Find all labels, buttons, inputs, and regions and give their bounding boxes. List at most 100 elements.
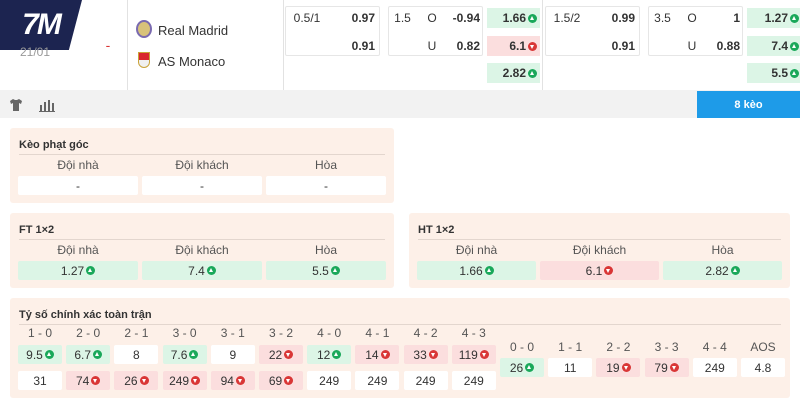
panel-divider (19, 154, 385, 155)
stats-icon[interactable] (39, 98, 55, 112)
score-odds[interactable]: 19 (596, 358, 641, 377)
divider (283, 0, 284, 90)
odds-box[interactable]: 1.27 (18, 261, 138, 280)
score-odds[interactable]: 9.5 (18, 345, 62, 364)
score-odds[interactable]: 6.7 (66, 345, 111, 364)
ou-over-label: O (687, 11, 697, 25)
odds-value: 249 (463, 373, 484, 388)
odds-value: 5.5 (312, 263, 329, 278)
score-odds[interactable]: 249 (307, 371, 352, 390)
score-odds[interactable]: 14 (355, 345, 400, 364)
odds-value: 79 (654, 360, 668, 375)
one-x-two-odds[interactable]: 6.1 (487, 36, 540, 56)
odds-box[interactable]: 5.5 (266, 261, 386, 280)
one-x-two-odds[interactable]: 2.82 (487, 63, 540, 83)
ou-over-label: O (427, 11, 437, 25)
score-odds[interactable]: 9 (210, 345, 255, 364)
score-label: 4 - 1 (365, 326, 390, 340)
away-team-logo (138, 52, 150, 68)
score-label: 3 - 2 (268, 326, 293, 340)
odds-value: 1.27 (60, 263, 85, 278)
odds-box[interactable]: - (266, 176, 386, 195)
ou-line: 1.5 (394, 11, 411, 25)
score-label: AOS (750, 340, 776, 354)
score-odds[interactable]: 69 (259, 371, 303, 390)
column-header: Đội khách (175, 243, 229, 257)
score-odds[interactable]: 31 (18, 371, 62, 390)
trend-icon (428, 350, 438, 359)
score-label: 1 - 1 (558, 340, 583, 354)
odds-value: 26 (124, 373, 138, 388)
odds-box[interactable]: 1.66 (417, 261, 536, 280)
odds-box[interactable]: - (142, 176, 262, 195)
one-x-two-odds[interactable]: 5.5 (747, 63, 800, 83)
odds-value: 7.6 (170, 347, 188, 362)
trend-icon (790, 68, 799, 78)
odds-value: 249 (169, 373, 190, 388)
score-odds[interactable]: 249 (692, 358, 737, 377)
score-odds[interactable]: 79 (644, 358, 689, 377)
score-odds[interactable]: 33 (403, 345, 448, 364)
handicap-home: 0.99 (611, 11, 635, 25)
column-header: Đội nhà (57, 243, 99, 257)
odds-value: - (200, 178, 204, 193)
odds-value: - (76, 178, 80, 193)
one-x-two-odds[interactable]: 1.27 (747, 8, 800, 28)
score-label: 3 - 0 (172, 326, 197, 340)
odds-value: 6.1 (509, 39, 526, 53)
panel-title: FT 1×2 (19, 224, 55, 236)
odds-box[interactable]: 7.4 (142, 261, 262, 280)
trend-icon (528, 41, 537, 51)
ou-under-label: U (427, 39, 437, 53)
handicap-line: 1.5/2 (553, 11, 581, 25)
score-odds[interactable]: 94 (210, 371, 255, 390)
score-odds[interactable]: 26 (500, 358, 544, 377)
odds-value: 26 (509, 360, 524, 375)
score-label: 2 - 1 (124, 326, 149, 340)
score-odds[interactable]: 74 (66, 371, 111, 390)
score-odds[interactable]: 26 (114, 371, 159, 390)
score-label: 4 - 4 (702, 340, 727, 354)
score-odds[interactable]: 249 (162, 371, 207, 390)
odds-value: 74 (76, 373, 90, 388)
shirt-icon[interactable] (9, 98, 23, 112)
handicap-away: 0.91 (351, 39, 375, 53)
score-odds[interactable]: 4.8 (741, 358, 785, 377)
panel-divider (19, 324, 781, 325)
odds-value: 1.66 (459, 263, 483, 278)
column-header: Đội nhà (455, 243, 498, 257)
odds-value: 6.1 (585, 263, 603, 278)
trend-icon (91, 376, 101, 385)
trend-icon (332, 350, 342, 359)
trend-icon (330, 266, 340, 275)
column-header: Hòa (314, 158, 337, 172)
score-odds[interactable]: 22 (259, 345, 303, 364)
one-x-two-odds[interactable]: 1.66 (487, 8, 540, 28)
ou-over: -0.94 (452, 11, 480, 25)
odds-box[interactable]: 2.82 (663, 261, 782, 280)
odds-box[interactable]: 6.1 (540, 261, 659, 280)
score-odds[interactable]: 8 (114, 345, 159, 364)
handicap-home: 0.97 (351, 11, 375, 25)
score-odds[interactable]: 249 (403, 371, 448, 390)
score-odds[interactable]: 7.6 (162, 345, 207, 364)
score-odds[interactable]: 249 (355, 371, 400, 390)
score-odds[interactable]: 11 (548, 358, 593, 377)
tab-8-keo[interactable]: 8 kèo (697, 91, 800, 118)
score-label: 1 - 0 (27, 326, 52, 340)
column-header: Hòa (314, 243, 337, 257)
score-odds[interactable]: 119 (451, 345, 496, 364)
column-header: Đội khách (175, 158, 229, 172)
odds-value: 6.7 (74, 347, 92, 362)
handicap-box (545, 6, 640, 56)
odds-value: 119 (458, 347, 478, 362)
score-odds[interactable]: 249 (451, 371, 496, 390)
score-label: 4 - 2 (413, 326, 438, 340)
odds-value: 8 (133, 347, 140, 362)
odds-box[interactable]: - (18, 176, 138, 195)
trend-icon (621, 363, 631, 372)
one-x-two-odds[interactable]: 7.4 (747, 36, 800, 56)
divider (542, 0, 543, 90)
score-odds[interactable]: 12 (307, 345, 352, 364)
